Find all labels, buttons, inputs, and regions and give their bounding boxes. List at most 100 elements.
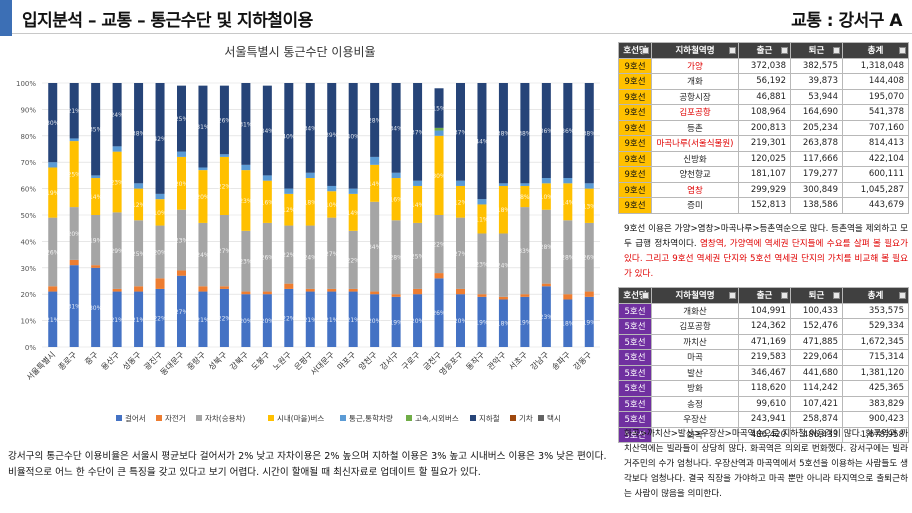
column-header[interactable]: 총계 xyxy=(842,287,909,304)
bar-data-label: 22% xyxy=(282,315,296,322)
bar-segment xyxy=(219,215,229,287)
x-tick-label: 강남구 xyxy=(528,349,551,372)
bar-segment xyxy=(262,222,272,292)
column-header[interactable]: 출근 xyxy=(738,287,791,304)
bar-segment xyxy=(541,183,551,210)
x-tick-label: 서울특별시 xyxy=(24,349,57,382)
alighting-count-cell: 164,690 xyxy=(790,104,843,121)
bar-data-label: 23% xyxy=(110,180,124,187)
filter-dropdown-icon[interactable] xyxy=(781,292,788,299)
table-row[interactable]: 5호선 화곡 486,420 486,433 1,678,958 xyxy=(618,426,909,443)
table-row[interactable]: 9호선 양천향교 181,107 179,277 600,111 xyxy=(618,166,909,183)
column-header[interactable]: 지하철역명 xyxy=(651,287,739,304)
legend-swatch xyxy=(196,415,202,421)
bar-data-label: 19% xyxy=(389,319,403,326)
bar-data-label: 27% xyxy=(175,309,189,316)
bar-data-label: 14% xyxy=(89,194,103,201)
bar-segment xyxy=(541,286,551,347)
filter-dropdown-icon[interactable] xyxy=(899,47,906,54)
filter-dropdown-icon[interactable] xyxy=(833,292,840,299)
boarding-count-cell: 200,813 xyxy=(738,119,791,136)
bar-segment xyxy=(541,283,551,287)
station-cell: 마곡 xyxy=(651,349,739,366)
bar-segment xyxy=(69,207,79,260)
table-row[interactable]: 9호선 등촌 200,813 205,234 707,160 xyxy=(618,119,909,136)
x-tick-label: 중랑구 xyxy=(185,349,208,372)
station-cell: 가양 xyxy=(651,57,739,74)
table-row[interactable]: 5호선 김포공항 124,362 152,476 529,334 xyxy=(618,318,909,335)
table-row[interactable]: 9호선 마곡나루(서울식물원) 219,301 263,878 814,413 xyxy=(618,135,909,152)
bar-data-label: 38% xyxy=(583,131,597,138)
total-count-cell: 1,672,345 xyxy=(842,333,909,350)
bar-data-label: 37% xyxy=(411,129,425,136)
line-cell: 9호선 xyxy=(618,166,652,183)
bar-segment xyxy=(563,178,573,184)
table-row[interactable]: 9호선 증미 152,813 138,586 443,679 xyxy=(618,197,909,214)
bar-data-label: 12% xyxy=(454,199,468,206)
table-row[interactable]: 5호선 까치산 471,169 471,885 1,672,345 xyxy=(618,333,909,350)
column-header[interactable]: 총계 xyxy=(842,42,909,59)
filter-dropdown-icon[interactable] xyxy=(833,47,840,54)
column-header[interactable]: 출근 xyxy=(738,42,791,59)
table-row[interactable]: 9호선 개화 56,192 39,873 144,408 xyxy=(618,73,909,90)
column-header[interactable]: 지하철역명 xyxy=(651,42,739,59)
table-row[interactable]: 9호선 공항시장 46,881 53,944 195,070 xyxy=(618,88,909,105)
table-row[interactable]: 9호선 신방화 120,025 117,666 422,104 xyxy=(618,150,909,167)
line-cell: 9호선 xyxy=(618,150,652,167)
x-tick-label: 구로구 xyxy=(400,350,422,372)
x-tick-label: 성동구 xyxy=(121,350,143,372)
table-row[interactable]: 5호선 우장산 243,941 258,874 900,423 xyxy=(618,411,909,428)
total-count-cell: 814,413 xyxy=(842,135,909,152)
bar-data-label: 20% xyxy=(261,318,275,325)
bar-data-label: 36% xyxy=(540,128,554,135)
commute-mode-chart: 서울특별시 통근수단 이용비율 0% 10% 20% 30% 40% 50% 60% 70% 8… xyxy=(16,45,600,423)
table-row[interactable]: 9호선 염창 299,929 300,849 1,045,287 xyxy=(618,181,909,198)
alighting-count-cell: 382,575 xyxy=(790,57,843,74)
bar-segment xyxy=(391,296,401,347)
legend-label: 고속,시외버스 xyxy=(415,413,459,423)
bar-segment xyxy=(91,83,101,176)
bar-segment xyxy=(370,201,380,292)
filter-dropdown-icon[interactable] xyxy=(642,47,649,54)
bar-segment xyxy=(241,294,251,347)
table-row[interactable]: 9호선 가양 372,038 382,575 1,318,048 xyxy=(618,57,909,74)
bar-segment xyxy=(112,151,122,213)
table-row[interactable]: 5호선 개화산 104,991 100,433 353,575 xyxy=(618,302,909,319)
boarding-count-cell: 219,583 xyxy=(738,349,791,366)
bar-segment xyxy=(134,188,144,221)
table-row[interactable]: 5호선 마곡 219,583 229,064 715,314 xyxy=(618,349,909,366)
column-header[interactable]: 호선명 xyxy=(618,42,652,59)
bar-data-label: 16% xyxy=(389,197,403,204)
filter-dropdown-icon[interactable] xyxy=(642,292,649,299)
bar-data-label: 25% xyxy=(132,251,146,258)
bar-segment xyxy=(563,220,573,295)
boarding-count-cell: 99,610 xyxy=(738,395,791,412)
bar-segment xyxy=(477,199,487,205)
total-count-cell: 144,408 xyxy=(842,73,909,90)
table-row[interactable]: 5호선 발산 346,467 441,680 1,381,120 xyxy=(618,364,909,381)
x-tick-label: 종로구 xyxy=(57,350,79,372)
filter-dropdown-icon[interactable] xyxy=(781,47,788,54)
bar-segment xyxy=(305,288,315,292)
table-row[interactable]: 9호선 김포공항 108,964 164,690 541,378 xyxy=(618,104,909,121)
table-row[interactable]: 5호선 송정 99,610 107,421 383,829 xyxy=(618,395,909,412)
filter-dropdown-icon[interactable] xyxy=(729,47,736,54)
table-row[interactable]: 5호선 방화 118,620 114,242 425,365 xyxy=(618,380,909,397)
bar-segment xyxy=(584,83,594,184)
bar-segment xyxy=(477,233,487,295)
bar-segment xyxy=(520,294,530,297)
bar-data-label: 40% xyxy=(282,133,296,140)
bar-data-label: 21% xyxy=(68,108,82,115)
column-header[interactable]: 퇴근 xyxy=(790,42,843,59)
bar-data-label: 29% xyxy=(110,248,124,255)
x-tick-label: 서대문구 xyxy=(309,350,336,377)
bar-segment xyxy=(520,296,530,347)
column-header[interactable]: 호선명 xyxy=(618,287,652,304)
station-cell: 발산 xyxy=(651,364,739,381)
page-title: 입지분석 – 교통 – 통근수단 및 지하철이용 xyxy=(22,11,313,31)
filter-dropdown-icon[interactable] xyxy=(899,292,906,299)
column-header[interactable]: 퇴근 xyxy=(790,287,843,304)
filter-dropdown-icon[interactable] xyxy=(729,292,736,299)
bar-segment xyxy=(541,178,551,184)
total-count-cell: 353,575 xyxy=(842,302,909,319)
